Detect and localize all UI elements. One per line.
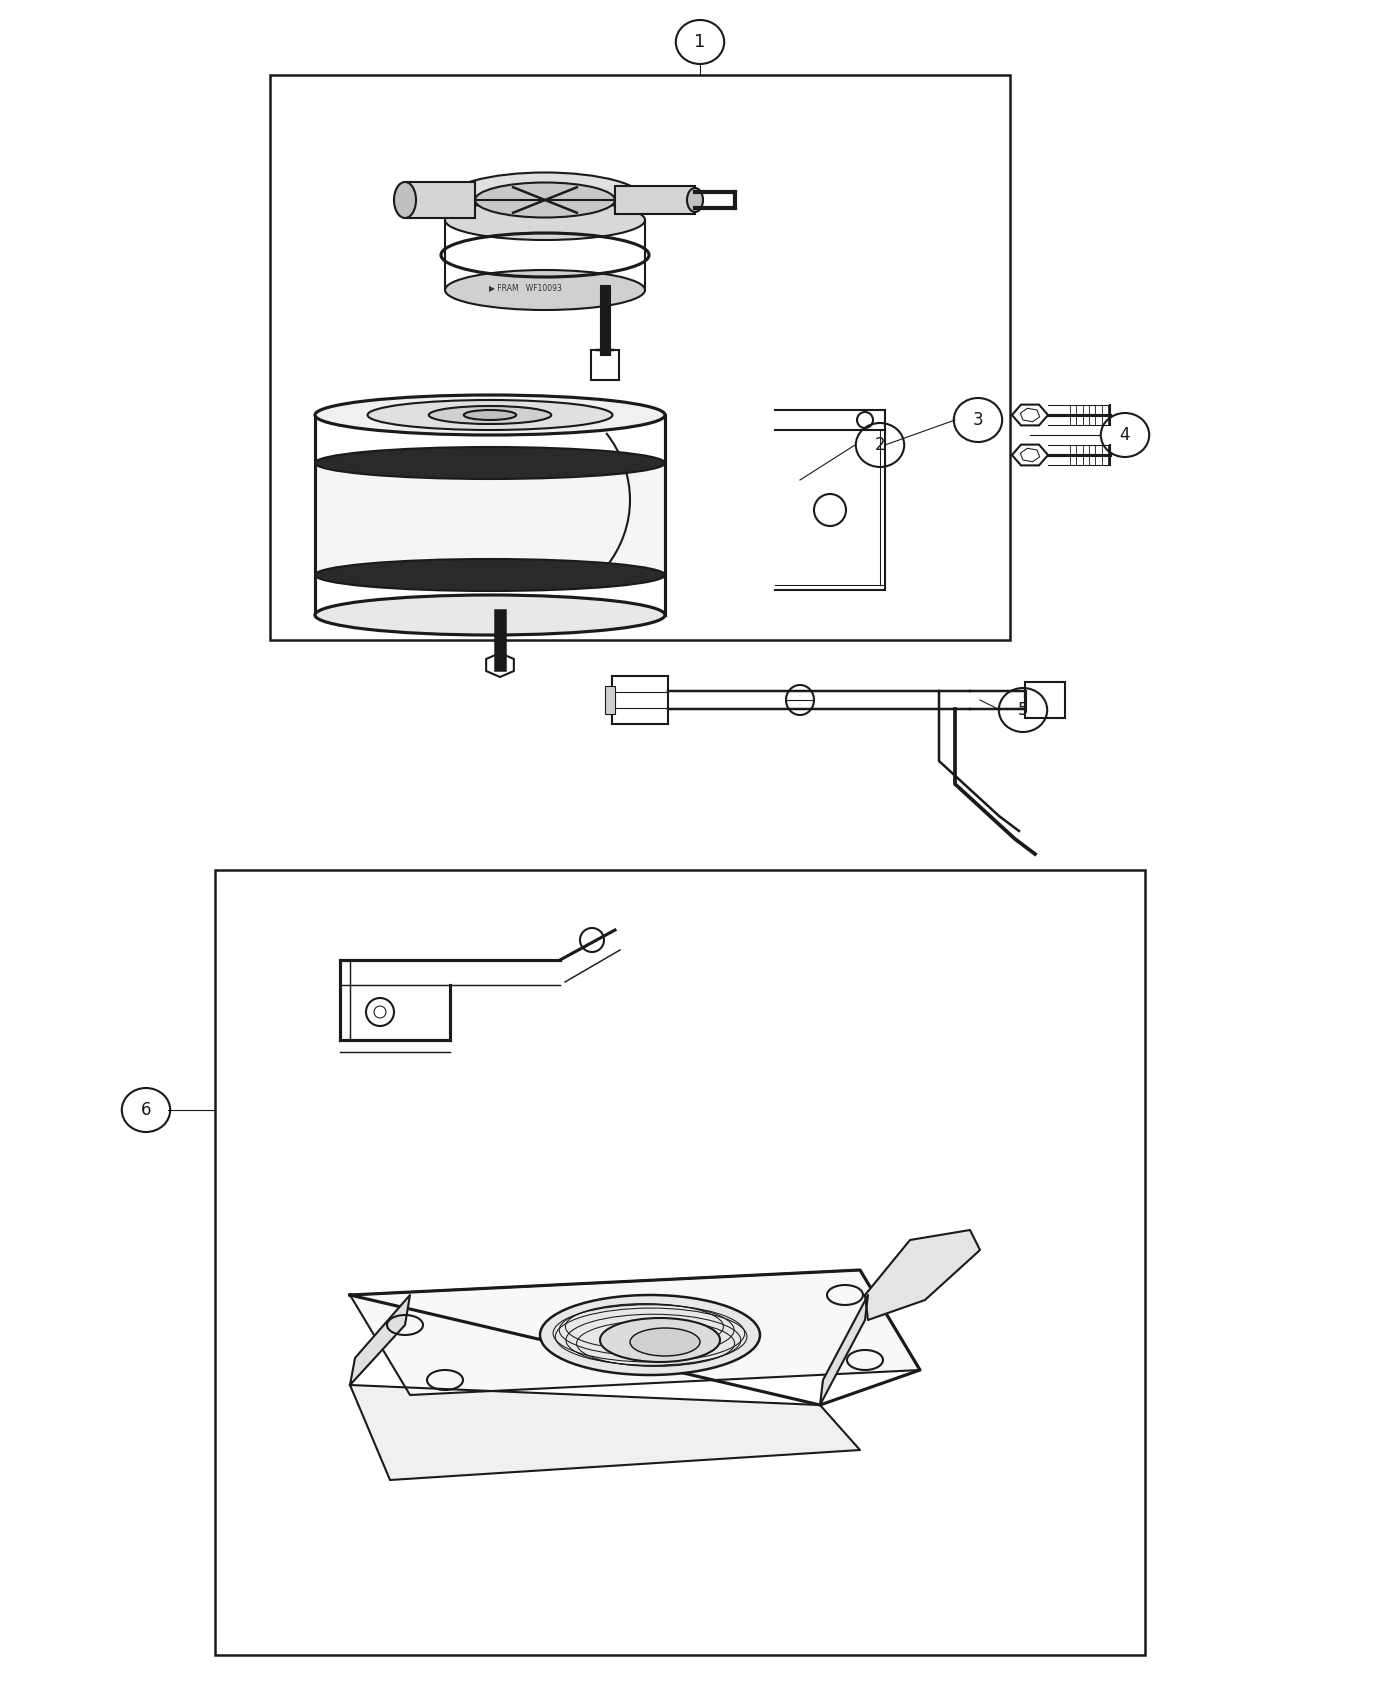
Ellipse shape — [315, 595, 665, 636]
Bar — [605, 687, 615, 714]
Bar — [615, 185, 694, 214]
Text: 4: 4 — [1120, 427, 1130, 444]
Ellipse shape — [445, 172, 645, 228]
Bar — [612, 677, 668, 724]
Bar — [1025, 682, 1065, 717]
Text: 5: 5 — [1018, 700, 1028, 719]
Ellipse shape — [315, 447, 665, 479]
Bar — [591, 350, 619, 381]
Ellipse shape — [315, 394, 665, 435]
Ellipse shape — [367, 400, 613, 430]
Ellipse shape — [428, 406, 552, 423]
Ellipse shape — [601, 1318, 720, 1362]
Polygon shape — [350, 1295, 410, 1386]
Bar — [405, 182, 475, 218]
Ellipse shape — [445, 270, 645, 309]
Text: 6: 6 — [141, 1102, 151, 1119]
Polygon shape — [350, 1386, 860, 1481]
Bar — [216, 870, 1145, 1656]
Polygon shape — [865, 1231, 980, 1319]
Ellipse shape — [445, 201, 645, 240]
Polygon shape — [820, 1295, 868, 1404]
Ellipse shape — [687, 189, 703, 212]
Text: 3: 3 — [973, 411, 983, 428]
Bar — [270, 75, 1009, 639]
Text: 1: 1 — [694, 32, 706, 51]
Text: ▶ FRAM   WF10093: ▶ FRAM WF10093 — [489, 284, 561, 292]
Ellipse shape — [393, 182, 416, 218]
Bar — [315, 462, 665, 575]
Text: 2: 2 — [875, 435, 885, 454]
Ellipse shape — [315, 559, 665, 592]
Ellipse shape — [475, 182, 615, 218]
Ellipse shape — [540, 1295, 760, 1375]
Polygon shape — [350, 1270, 920, 1396]
Ellipse shape — [630, 1328, 700, 1357]
Ellipse shape — [463, 410, 517, 420]
